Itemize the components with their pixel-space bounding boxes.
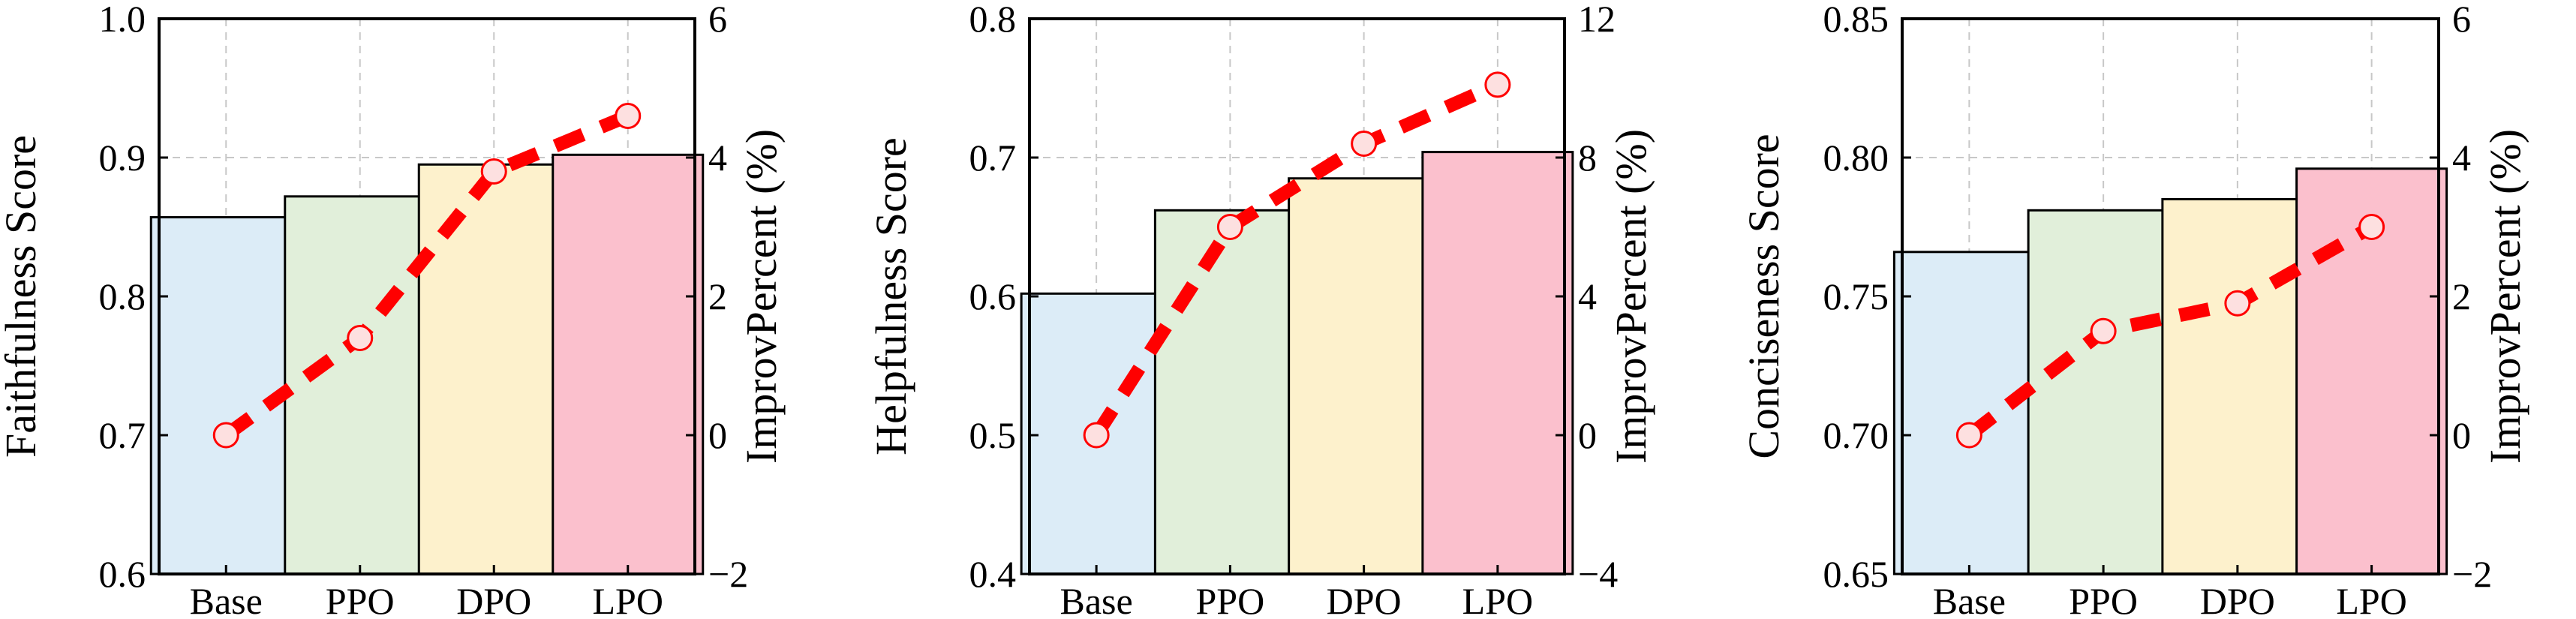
y-tick-label: 1.0 — [99, 0, 146, 40]
improvement-marker — [1955, 422, 1982, 449]
y-tick-label: 0.65 — [1823, 553, 1889, 595]
y-tick-label: 0.7 — [99, 414, 146, 456]
y-tick-label: 0.9 — [99, 137, 146, 179]
y2-tick-label: 2 — [708, 275, 727, 317]
improvement-marker — [347, 325, 374, 351]
y-tick-label: 0.5 — [969, 414, 1017, 456]
y2-axis-label: ImprovPercent (%) — [1607, 129, 1655, 464]
improvement-marker — [480, 158, 507, 185]
y-axis-label: Helpfulness Score — [867, 137, 915, 455]
x-tick-label: Base — [190, 580, 263, 619]
improvement-marker — [212, 422, 239, 449]
y-axis-label: Faithfulness Score — [0, 135, 45, 458]
bar-lpo — [1421, 151, 1574, 575]
bar-dpo — [2161, 198, 2314, 575]
y-tick-label: 0.85 — [1823, 0, 1889, 40]
y-axis-label: Conciseness Score — [1739, 134, 1788, 458]
x-tick-label: LPO — [1462, 580, 1533, 619]
y2-tick-label: 4 — [708, 137, 727, 179]
y-tick-label: 0.8 — [969, 0, 1017, 40]
improvement-marker — [1351, 131, 1378, 157]
y2-tick-label: −4 — [1578, 553, 1618, 595]
bar-lpo — [552, 153, 705, 575]
chart-panel-2: 0.4 0.5 0.6 0.7 0.8 −4 0 4 8 12 Base PPO DPO LPO Helpf… — [867, 0, 1655, 619]
y2-tick-label: 0 — [708, 414, 727, 456]
y2-tick-label: 0 — [2452, 414, 2471, 456]
bar-dpo — [417, 163, 570, 575]
improvement-marker — [2090, 317, 2117, 344]
chart-panel-1: 0.6 0.7 0.8 0.9 1.0 −2 0 2 4 6 Base PPO DPO LPO Faithf… — [0, 0, 786, 619]
improvement-marker — [1484, 71, 1511, 98]
y2-tick-label: −2 — [2452, 553, 2492, 595]
x-tick-label: Base — [1933, 580, 2006, 619]
improvement-marker — [2224, 290, 2251, 317]
y-tick-label: 0.7 — [969, 137, 1017, 179]
y-tick-label: 0.80 — [1823, 137, 1889, 179]
bar-base — [1892, 251, 2045, 575]
y2-axis-label: ImprovPercent (%) — [2481, 129, 2529, 464]
y2-tick-label: 8 — [1578, 137, 1597, 179]
y-tick-label: 0.70 — [1823, 414, 1889, 456]
y2-tick-label: 0 — [1578, 414, 1597, 456]
improvement-marker — [1083, 422, 1110, 449]
chart-panel-3: 0.65 0.70 0.75 0.80 0.85 −2 0 2 4 6 Base PPO DPO LPO C… — [1739, 0, 2529, 619]
x-tick-label: LPO — [593, 580, 663, 619]
improvement-line — [221, 110, 631, 441]
y2-axis-label: ImprovPercent (%) — [737, 129, 786, 464]
y-tick-label: 0.75 — [1823, 275, 1889, 317]
bar-ppo — [284, 195, 437, 575]
bar-dpo — [1288, 177, 1441, 575]
x-tick-label: PPO — [2069, 580, 2138, 619]
y2-tick-label: −2 — [708, 553, 748, 595]
y2-tick-label: 12 — [1578, 0, 1616, 40]
y2-tick-label: 6 — [2452, 0, 2471, 40]
x-tick-label: LPO — [2336, 580, 2406, 619]
x-tick-label: PPO — [326, 580, 395, 619]
x-tick-label: DPO — [2200, 580, 2275, 619]
improvement-marker — [2358, 214, 2385, 240]
y2-tick-label: 2 — [2452, 275, 2471, 317]
improvement-line — [1090, 78, 1501, 439]
y2-tick-label: 4 — [2452, 137, 2471, 179]
x-tick-label: PPO — [1196, 580, 1265, 619]
y2-tick-label: 4 — [1578, 275, 1597, 317]
improvement-marker — [615, 103, 642, 129]
x-tick-label: Base — [1060, 580, 1133, 619]
y-tick-label: 0.6 — [969, 275, 1017, 317]
y-tick-label: 0.4 — [969, 553, 1017, 595]
y2-tick-label: 6 — [708, 0, 727, 40]
bar-ppo — [1153, 209, 1306, 575]
bar-ppo — [2027, 209, 2180, 575]
improvement-marker — [1216, 214, 1243, 240]
y-tick-label: 0.6 — [99, 553, 146, 595]
x-tick-label: DPO — [1327, 580, 1402, 619]
y-tick-label: 0.8 — [99, 275, 146, 317]
x-tick-label: DPO — [456, 580, 531, 619]
